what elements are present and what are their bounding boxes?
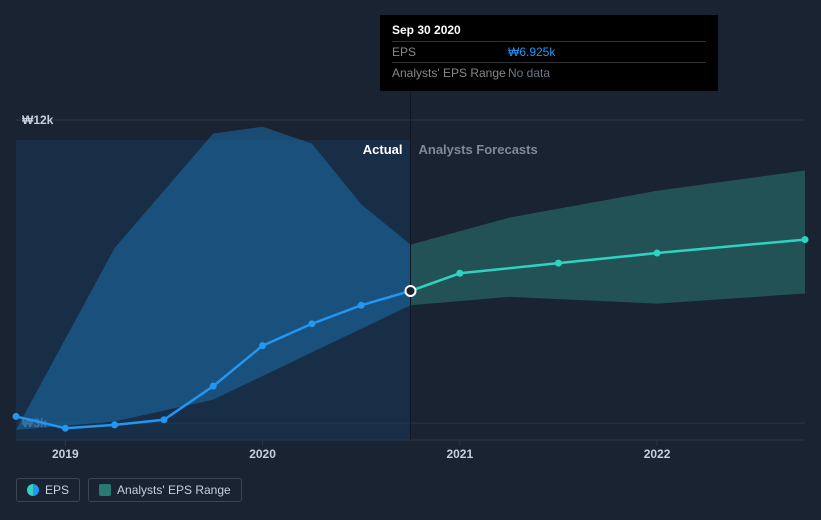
x-axis-label: 2021 xyxy=(446,447,473,461)
eps-forecast-point[interactable] xyxy=(555,260,562,267)
tooltip-label: EPS xyxy=(392,45,508,59)
legend-swatch xyxy=(99,484,111,496)
eps-point[interactable] xyxy=(13,413,20,420)
chart-tooltip: Sep 30 2020 EPS₩6.925kAnalysts' EPS Rang… xyxy=(380,15,718,91)
eps-forecast-point[interactable] xyxy=(456,270,463,277)
eps-range-forecast xyxy=(411,171,806,306)
x-axis-label: 2020 xyxy=(249,447,276,461)
tooltip-label: Analysts' EPS Range xyxy=(392,66,508,80)
tooltip-row: Analysts' EPS RangeNo data xyxy=(392,62,706,83)
eps-point[interactable] xyxy=(259,342,266,349)
tooltip-row: EPS₩6.925k xyxy=(392,41,706,62)
eps-point[interactable] xyxy=(62,425,69,432)
eps-point[interactable] xyxy=(160,416,167,423)
region-label-forecast: Analysts Forecasts xyxy=(419,142,538,157)
eps-point[interactable] xyxy=(358,302,365,309)
tooltip-date: Sep 30 2020 xyxy=(392,23,706,37)
eps-point[interactable] xyxy=(210,383,217,390)
eps-point[interactable] xyxy=(308,320,315,327)
y-axis-label: ₩12k xyxy=(22,113,54,127)
x-axis-label: 2019 xyxy=(52,447,79,461)
eps-chart: ₩12k₩3k2019202020212022ActualAnalysts Fo… xyxy=(0,0,821,520)
eps-forecast-point[interactable] xyxy=(654,250,661,257)
legend-label: EPS xyxy=(45,483,69,497)
current-marker xyxy=(406,286,416,296)
legend-label: Analysts' EPS Range xyxy=(117,483,231,497)
tooltip-value: No data xyxy=(508,66,550,80)
eps-point[interactable] xyxy=(111,421,118,428)
region-label-actual: Actual xyxy=(363,142,403,157)
legend-item[interactable]: Analysts' EPS Range xyxy=(88,478,242,502)
legend-item[interactable]: EPS xyxy=(16,478,80,502)
chart-legend: EPS Analysts' EPS Range xyxy=(16,478,242,502)
legend-swatch xyxy=(27,484,39,496)
tooltip-value: ₩6.925k xyxy=(508,45,555,59)
eps-forecast-point[interactable] xyxy=(802,236,809,243)
x-axis-label: 2022 xyxy=(644,447,671,461)
